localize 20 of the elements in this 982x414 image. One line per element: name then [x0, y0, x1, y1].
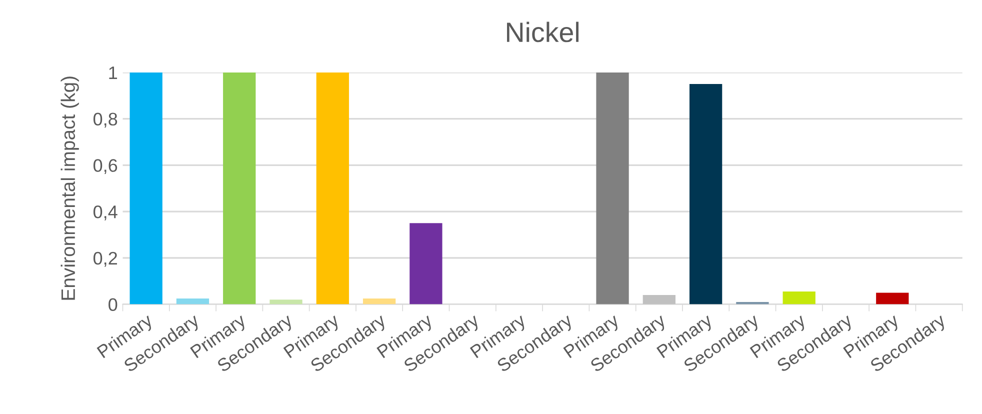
bar: [410, 223, 442, 304]
bar: [223, 72, 256, 304]
bar: [316, 72, 349, 304]
y-tick-label: 0,6: [93, 159, 118, 174]
y-tick-label: 0,8: [93, 112, 118, 128]
bar: [876, 292, 909, 304]
chart-title: Nickel: [507, 22, 579, 42]
y-tick-label: 0,2: [93, 252, 117, 267]
bar: [176, 298, 210, 304]
bar: [362, 298, 396, 304]
y-tick-label: 0,4: [93, 205, 118, 220]
bar: [689, 84, 722, 304]
bar: [596, 72, 629, 304]
y-axis-title: Environmental impact (kg): [60, 76, 79, 300]
bar: [642, 295, 676, 304]
bar: [782, 292, 816, 304]
bar: [130, 72, 162, 304]
y-tick-label: 1: [109, 66, 118, 79]
y-tick-label: 0: [108, 298, 118, 312]
bar: [270, 300, 302, 304]
